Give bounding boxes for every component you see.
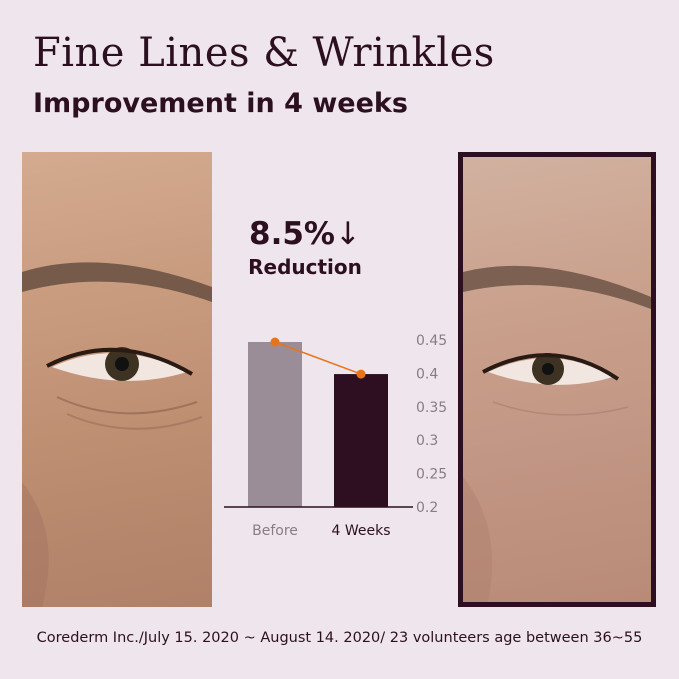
bar-chart: Before 4 Weeks 0.45 0.4 0.35 0.3 0.25 0.2: [224, 333, 447, 539]
trend-point: [270, 337, 280, 347]
y-tick-label: 0.2: [416, 500, 438, 516]
study-footnote: Corederm Inc./July 15. 2020 ~ August 14.…: [36, 630, 643, 646]
y-tick-label: 0.4: [416, 366, 438, 382]
y-tick-label: 0.45: [416, 333, 447, 349]
bar-4-weeks: [334, 374, 388, 507]
page-title: Fine Lines & Wrinkles: [33, 30, 495, 76]
y-tick-label: 0.3: [416, 433, 438, 449]
trend-point: [356, 369, 366, 379]
x-tick-label: Before: [252, 523, 298, 539]
bar-before: [248, 342, 302, 507]
page-subtitle: Improvement in 4 weeks: [33, 88, 408, 119]
reduction-label: Reduction: [248, 255, 362, 279]
after-photo: [458, 152, 656, 607]
trend-line: [274, 341, 362, 375]
down-arrow-icon: ↓: [335, 216, 361, 252]
reduction-percent: 8.5%↓: [220, 216, 390, 252]
y-tick-label: 0.25: [416, 467, 447, 483]
reduction-value: 8.5%: [249, 216, 335, 252]
y-tick-label: 0.35: [416, 400, 447, 416]
before-photo: [22, 152, 212, 607]
x-tick-label: 4 Weeks: [331, 523, 390, 539]
